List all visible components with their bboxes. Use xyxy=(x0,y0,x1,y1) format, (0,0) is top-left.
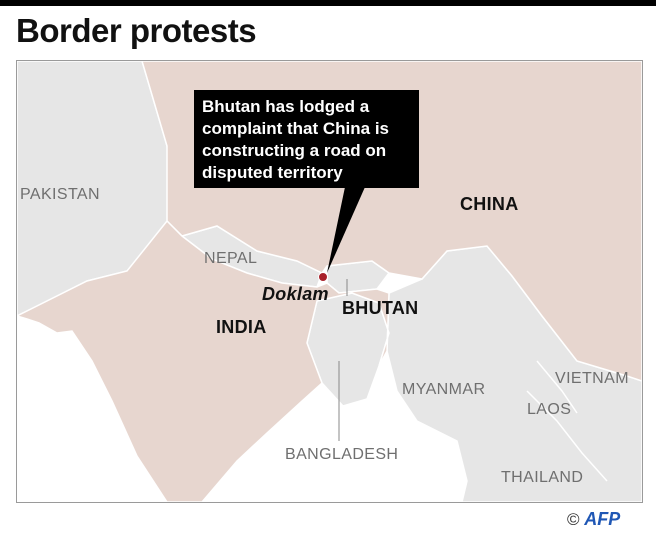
laos-vietnam-border xyxy=(526,360,608,482)
label-laos: LAOS xyxy=(527,401,572,418)
label-china: CHINA xyxy=(460,194,519,214)
copyright-symbol: © xyxy=(567,510,580,529)
label-bhutan: BHUTAN xyxy=(342,298,419,318)
map-title: Border protests xyxy=(16,12,257,49)
callout-line: Bhutan has lodged a xyxy=(202,97,370,116)
credit: © AFP xyxy=(567,509,620,530)
map-svg xyxy=(17,61,642,502)
callout-line: disputed territory xyxy=(202,163,343,182)
callout-line: complaint that China is xyxy=(202,119,390,138)
india-region xyxy=(17,219,390,502)
label-thailand: THAILAND xyxy=(501,469,584,486)
label-myanmar: MYANMAR xyxy=(402,381,486,398)
label-doklam: Doklam xyxy=(262,284,329,304)
doklam-marker xyxy=(318,272,328,282)
label-bangladesh: BANGLADESH xyxy=(285,446,399,463)
label-pakistan: PAKISTAN xyxy=(20,186,100,203)
bay-of-bengal xyxy=(247,406,447,502)
callout-pointer xyxy=(327,187,365,273)
label-india: INDIA xyxy=(216,317,267,337)
arabian-sea xyxy=(17,341,137,502)
callout-line: constructing a road on xyxy=(202,141,387,160)
label-nepal: NEPAL xyxy=(204,250,258,267)
top-rule xyxy=(0,0,656,6)
callout-box: Bhutan has lodged a complaint that China… xyxy=(194,90,419,188)
afp-logo: AFP xyxy=(584,509,621,529)
label-vietnam: VIETNAM xyxy=(555,370,629,387)
